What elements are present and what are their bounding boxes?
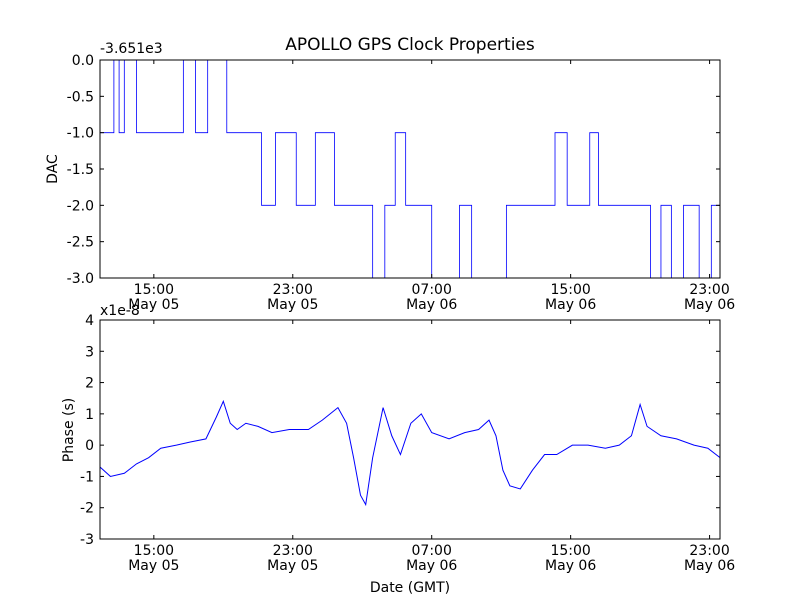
phase-series-layer bbox=[99, 399, 721, 507]
dac-y-tick-label: -1.0 bbox=[67, 126, 94, 142]
chart-title: APOLLO GPS Clock Properties bbox=[285, 35, 535, 55]
phase-x-tick-label-time: 23:00 bbox=[689, 543, 729, 559]
phase-offset-text: x1e-8 bbox=[100, 303, 140, 319]
dac-x-tick-label-time: 23:00 bbox=[273, 282, 313, 298]
phase-x-tick-label-date: May 06 bbox=[545, 558, 596, 574]
dac-x-tick-label-time: 07:00 bbox=[412, 282, 452, 298]
dac-y-tick-label: -2.0 bbox=[67, 198, 94, 214]
phase-y-tick-label: -1 bbox=[80, 469, 94, 485]
dac-y-tick-label: -2.5 bbox=[67, 235, 94, 251]
phase-y-tick-label: -2 bbox=[80, 501, 94, 517]
phase-y-tick-label: 3 bbox=[85, 344, 94, 360]
dac-y-tick-label: -0.5 bbox=[67, 89, 94, 105]
dac-x-tick-label-date: May 06 bbox=[406, 297, 457, 313]
x-axis-label: Date (GMT) bbox=[370, 580, 450, 596]
dac-x-tick-label-time: 15:00 bbox=[550, 282, 590, 298]
dac-x-tick-label-date: May 05 bbox=[128, 297, 179, 313]
phase-x-tick-label-time: 15:00 bbox=[134, 543, 174, 559]
phase-y-tick-label: 2 bbox=[85, 376, 94, 392]
dac-y-axis-label: DAC bbox=[45, 154, 61, 184]
phase-x-tick-label-date: May 05 bbox=[128, 558, 179, 574]
dac-x-tick-label-date: May 06 bbox=[545, 297, 596, 313]
dac-y-tick-label: 0.0 bbox=[72, 53, 94, 69]
dac-x-tick-label-date: May 06 bbox=[684, 297, 735, 313]
phase-y-tick-label: 1 bbox=[85, 407, 94, 423]
dac-offset-text: -3.651e3 bbox=[100, 41, 163, 57]
phase-axes-frame bbox=[99, 319, 721, 540]
phase-x-tick-label-time: 15:00 bbox=[550, 543, 590, 559]
dac-x-tick-label-time: 23:00 bbox=[689, 282, 729, 298]
phase-x-tick-label-date: May 05 bbox=[267, 558, 318, 574]
dac-y-tick-label: -3.0 bbox=[67, 271, 94, 287]
phase-y-tick-label: 0 bbox=[85, 438, 94, 454]
phase-y-tick-label: -3 bbox=[80, 532, 94, 548]
dac-x-tick-label-time: 15:00 bbox=[134, 282, 174, 298]
dac-y-tick-label: -1.5 bbox=[67, 162, 94, 178]
phase-x-tick-label-time: 23:00 bbox=[273, 543, 313, 559]
phase-x-tick-label-time: 07:00 bbox=[412, 543, 452, 559]
phase-x-tick-label-date: May 06 bbox=[684, 558, 735, 574]
phase-series-line bbox=[99, 399, 721, 507]
phase-y-axis-label: Phase (s) bbox=[61, 398, 77, 462]
dac-x-tick-label-date: May 05 bbox=[267, 297, 318, 313]
phase-y-tick-label: 4 bbox=[85, 313, 94, 329]
phase-x-tick-label-date: May 06 bbox=[406, 558, 457, 574]
